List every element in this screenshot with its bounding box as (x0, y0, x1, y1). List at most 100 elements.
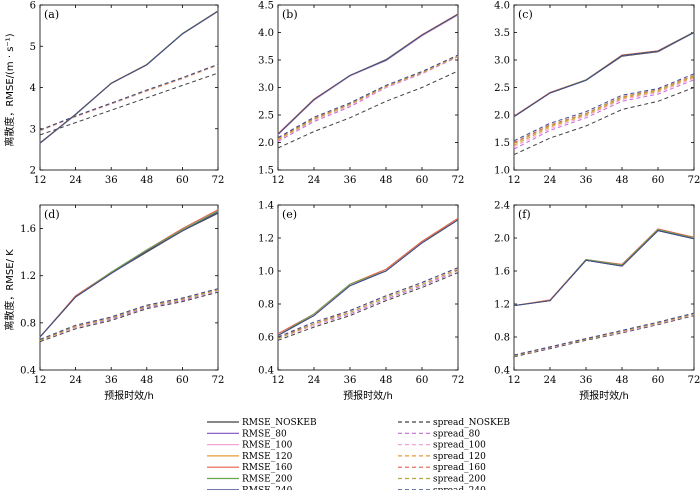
x-tick-label: 12 (272, 375, 285, 386)
x-tick-label: 24 (69, 175, 82, 186)
y-tick-label: 2.5 (258, 111, 274, 122)
series-line-rmse-100 (513, 229, 695, 307)
series-line-rmse-100 (277, 14, 459, 136)
series-line-rmse-80 (39, 10, 219, 144)
y-tick-label: 3.5 (494, 28, 510, 39)
series-line-spread-200 (277, 55, 459, 140)
series-line-rmse-120 (39, 10, 219, 144)
series-line-spread-100 (277, 270, 459, 340)
x-tick-label: 12 (34, 175, 47, 186)
x-tick-label: 36 (105, 375, 118, 386)
y-tick-label: 0.4 (494, 366, 510, 377)
y-tick-label: 2.5 (494, 83, 510, 94)
x-tick-label: 12 (508, 175, 521, 186)
series-line-rmse-240 (277, 13, 459, 135)
panel-label: (b) (282, 8, 298, 21)
x-tick-label: 24 (544, 175, 557, 186)
x-tick-label: 48 (380, 175, 393, 186)
series-line-rmse-200 (513, 31, 695, 118)
series-line-spread-noskeb (277, 70, 459, 149)
y-tick-label: 0.8 (494, 333, 510, 344)
y-tick-label: 2.4 (494, 201, 510, 212)
y-tick-label: 1.6 (494, 267, 510, 278)
x-tick-label: 60 (176, 375, 189, 386)
y-tick-label: 6 (30, 1, 36, 12)
y-tick-label: 1.5 (494, 138, 510, 149)
panel-label: (f) (518, 208, 531, 221)
series-line-rmse-120 (513, 31, 695, 118)
series-line-spread-160 (277, 267, 459, 338)
x-tick-label: 12 (34, 375, 47, 386)
series-line-rmse-noskeb (39, 10, 219, 144)
x-tick-label: 48 (140, 375, 153, 386)
series-line-rmse-80 (277, 14, 459, 136)
series-line-spread-120 (513, 76, 695, 146)
y-tick-label: 4.5 (258, 1, 274, 12)
panel-label: (e) (282, 208, 297, 221)
y-tick-label: 4.0 (258, 28, 274, 39)
series-line-rmse-80 (513, 230, 695, 307)
x-axis-title-f: 预报时效/h (579, 389, 629, 402)
x-tick-label: 12 (272, 175, 285, 186)
legend-label: RMSE_80 (242, 429, 287, 439)
x-tick-label: 36 (344, 375, 357, 386)
legend-label: RMSE_160 (242, 463, 293, 473)
series-line-rmse-240 (39, 211, 219, 338)
series-line-rmse-120 (39, 210, 219, 338)
series-line-spread-80 (39, 290, 219, 341)
series-line-rmse-240 (513, 230, 695, 307)
legend-label: RMSE_100 (242, 441, 293, 451)
series-line-rmse-100 (513, 32, 695, 118)
series-line-spread-noskeb (39, 72, 219, 136)
series-line-rmse-120 (277, 13, 459, 135)
series-line-spread-noskeb (513, 315, 695, 358)
legend-label: RMSE_240 (242, 486, 293, 490)
y-axis-title-bottom: 离散度，RMSE/ K (3, 249, 16, 331)
x-tick-label: 36 (344, 175, 357, 186)
x-tick-label: 72 (688, 175, 700, 186)
panel-d: 12 24 36 48 60 72 0.4 0.8 1.2 1.6 (d) (20, 204, 225, 386)
plot-frame (513, 204, 695, 371)
y-tick-label: 0.8 (258, 300, 274, 311)
series-line-rmse-240 (277, 219, 459, 336)
x-tick-label: 48 (616, 175, 629, 186)
series-line-spread-240 (513, 312, 695, 356)
plot-frame (39, 4, 219, 171)
legend-label: spread_80 (433, 429, 480, 439)
series-line-spread-200 (39, 289, 219, 341)
y-tick-label: 0.6 (258, 333, 274, 344)
y-tick-label: 4.0 (494, 1, 510, 12)
x-tick-label: 36 (105, 175, 118, 186)
series-line-rmse-80 (39, 211, 219, 338)
series-line-rmse-200 (277, 13, 459, 135)
series-line-spread-noskeb (513, 87, 695, 156)
series-line-rmse-200 (39, 10, 219, 144)
y-tick-label: 0.4 (20, 366, 36, 377)
y-tick-label: 1.5 (258, 166, 274, 177)
legend-label: spread_120 (433, 452, 486, 462)
y-tick-label: 3.5 (258, 56, 274, 67)
series-line-rmse-160 (39, 10, 219, 144)
legend-label: RMSE_NOSKEB (242, 418, 317, 428)
y-tick-label: 1.2 (258, 234, 274, 245)
y-tick-label: 4 (30, 83, 36, 94)
x-tick-label: 48 (616, 375, 629, 386)
x-tick-label: 72 (212, 375, 225, 386)
series-line-spread-80 (277, 56, 459, 142)
series-line-spread-noskeb (39, 291, 219, 343)
x-axis-title-d: 预报时效/h (104, 389, 154, 402)
series-line-spread-80 (513, 79, 695, 150)
y-tick-label: 3 (30, 124, 36, 135)
series-line-rmse-100 (39, 11, 219, 144)
series-line-rmse-200 (39, 210, 219, 338)
x-tick-label: 72 (452, 375, 465, 386)
y-tick-label: 2 (30, 166, 36, 177)
legend-label: spread_240 (433, 486, 486, 490)
legend-label: spread_200 (433, 475, 486, 485)
x-tick-label: 60 (176, 175, 189, 186)
y-tick-label: 0.4 (258, 366, 274, 377)
series-line-rmse-noskeb (277, 13, 459, 135)
y-tick-label: 1.2 (494, 300, 510, 311)
y-tick-label: 1.4 (258, 201, 274, 212)
plot-frame (39, 204, 219, 371)
